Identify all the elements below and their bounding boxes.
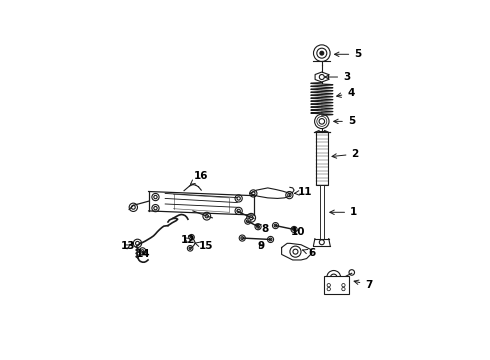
Circle shape xyxy=(315,114,329,129)
Text: 12: 12 xyxy=(181,235,195,245)
Text: 11: 11 xyxy=(294,187,313,197)
Circle shape xyxy=(235,207,242,215)
Bar xyxy=(316,132,328,185)
Circle shape xyxy=(327,270,341,284)
Circle shape xyxy=(246,213,256,222)
Text: 14: 14 xyxy=(136,249,151,260)
Text: 5: 5 xyxy=(335,49,362,59)
Circle shape xyxy=(235,195,242,202)
Circle shape xyxy=(203,212,211,220)
Circle shape xyxy=(250,190,257,197)
Text: 1: 1 xyxy=(330,207,357,217)
Text: 5: 5 xyxy=(334,116,355,126)
Text: 15: 15 xyxy=(195,241,213,251)
Circle shape xyxy=(239,235,245,241)
Bar xyxy=(319,185,324,239)
Circle shape xyxy=(152,193,159,201)
Circle shape xyxy=(189,234,195,240)
Circle shape xyxy=(314,45,330,62)
Text: 10: 10 xyxy=(291,227,305,237)
Circle shape xyxy=(133,239,142,247)
Circle shape xyxy=(187,246,193,251)
Text: 4: 4 xyxy=(337,88,355,98)
Circle shape xyxy=(152,204,159,212)
Text: 9: 9 xyxy=(257,241,265,251)
FancyBboxPatch shape xyxy=(317,132,326,138)
Text: 13: 13 xyxy=(121,241,135,251)
Text: 6: 6 xyxy=(303,248,316,258)
Text: 7: 7 xyxy=(354,280,372,290)
Text: 8: 8 xyxy=(256,224,269,234)
Circle shape xyxy=(286,192,293,199)
Circle shape xyxy=(245,218,251,224)
Circle shape xyxy=(268,237,273,243)
Text: 16: 16 xyxy=(191,171,208,184)
Circle shape xyxy=(129,203,138,211)
Circle shape xyxy=(139,248,146,255)
Circle shape xyxy=(272,222,279,229)
Text: 3: 3 xyxy=(325,72,350,82)
Circle shape xyxy=(320,51,324,55)
Circle shape xyxy=(291,226,297,233)
Circle shape xyxy=(290,246,301,257)
Circle shape xyxy=(255,224,261,230)
Bar xyxy=(324,276,349,294)
Circle shape xyxy=(349,270,355,275)
Text: 2: 2 xyxy=(332,149,359,159)
